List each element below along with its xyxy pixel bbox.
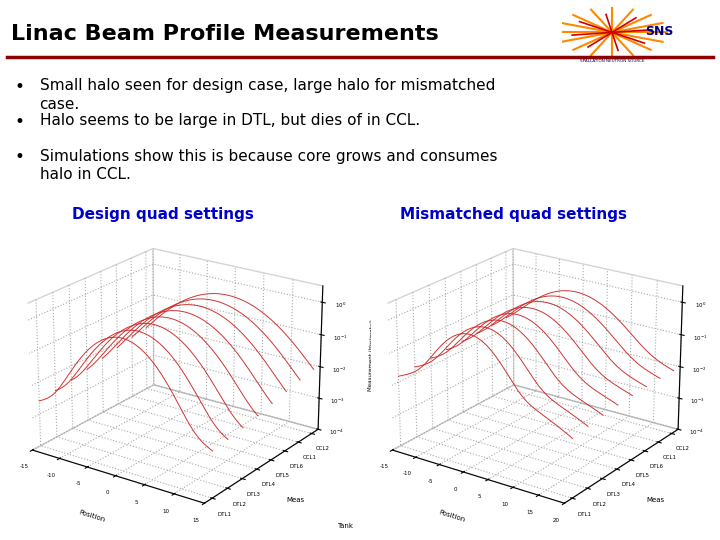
Text: •: • xyxy=(14,78,24,96)
Y-axis label: Meas: Meas xyxy=(287,497,305,503)
Text: Mismatched quad settings: Mismatched quad settings xyxy=(400,207,626,222)
Text: Small halo seen for design case, large halo for mismatched
case.: Small halo seen for design case, large h… xyxy=(40,78,495,112)
Text: Simulations show this is because core grows and consumes
halo in CCL.: Simulations show this is because core gr… xyxy=(40,148,497,182)
Text: •: • xyxy=(14,113,24,131)
Text: Design quad settings: Design quad settings xyxy=(72,207,254,222)
Text: Linac Beam Profile Measurements: Linac Beam Profile Measurements xyxy=(11,24,438,44)
Text: Halo seems to be large in DTL, but dies of in CCL.: Halo seems to be large in DTL, but dies … xyxy=(40,113,420,129)
Text: SPALLATION NEUTRON SOURCE: SPALLATION NEUTRON SOURCE xyxy=(580,58,644,63)
Text: •: • xyxy=(14,148,24,166)
Text: Tank: Tank xyxy=(337,523,353,529)
Y-axis label: Meas: Meas xyxy=(647,497,665,503)
X-axis label: Position: Position xyxy=(78,509,107,523)
X-axis label: Position: Position xyxy=(438,509,467,523)
Text: SNS: SNS xyxy=(645,25,673,38)
